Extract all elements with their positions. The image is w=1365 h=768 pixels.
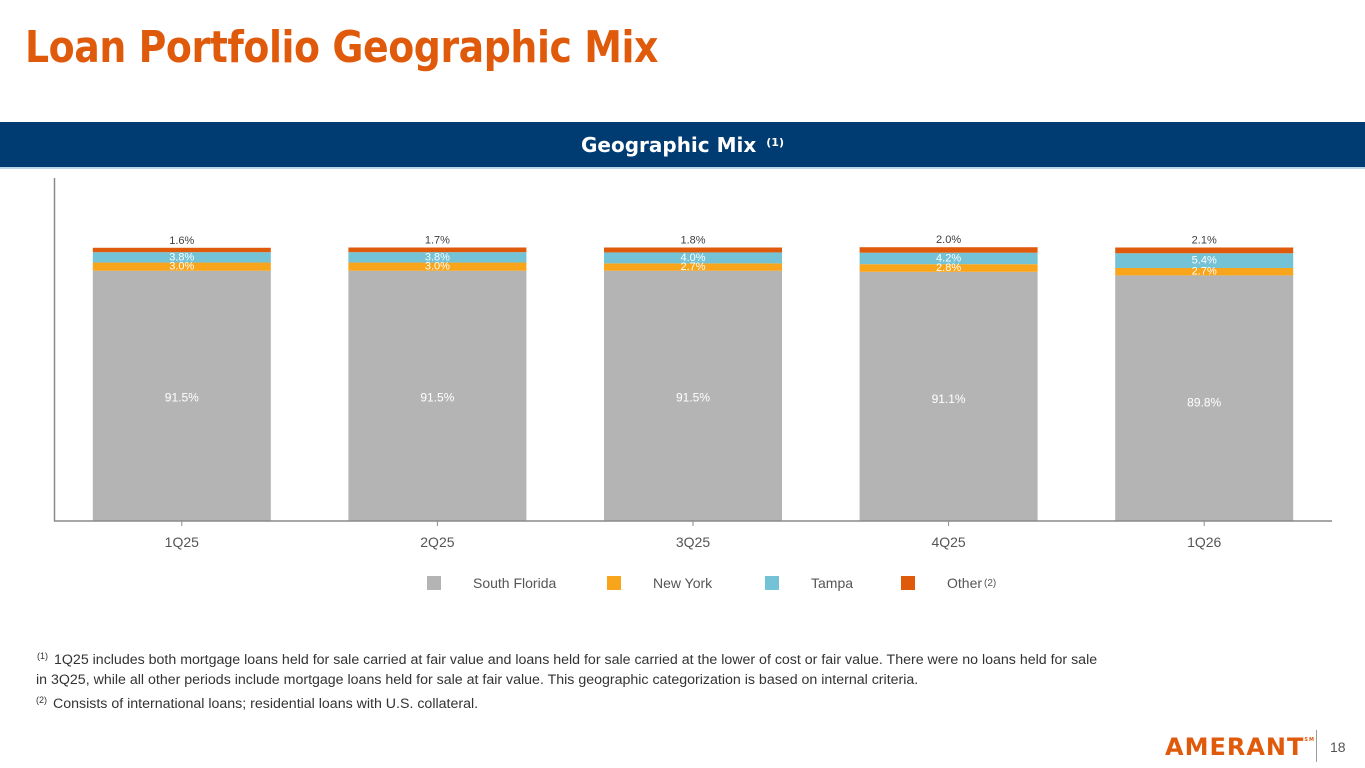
legend-swatch-south-florida [427, 576, 441, 590]
legend-label: South Florida [473, 575, 557, 591]
data-label-tampa-3Q25: 4.0% [680, 252, 705, 264]
bar-segment-other-4Q25 [859, 247, 1038, 253]
bar-segment-new_york-4Q25 [859, 264, 1038, 272]
page-title: Loan Portfolio Geographic Mix [25, 22, 658, 73]
logo-wordmark: AMERANT [1165, 733, 1305, 761]
footnote-2-text: Consists of international loans; residen… [53, 696, 479, 712]
chart-legend: South Florida New York Tampa Other (2) [0, 575, 1365, 595]
banner-label: Geographic Mix [580, 133, 757, 157]
bar-segment-tampa-4Q25 [859, 252, 1038, 265]
bar-segment-new_york-2Q25 [348, 262, 527, 271]
data-label-new_york-1Q25: 3.0% [169, 261, 194, 273]
footnotes: (1) 1Q25 includes both mortgage loans hel… [36, 646, 1297, 714]
legend-swatch-new-york [607, 576, 621, 590]
ticks-layer: 1Q25 2Q25 3Q25 4Q25 1Q26 [165, 521, 1222, 550]
data-label-tampa-4Q25: 4.2% [936, 252, 961, 264]
bar-segment-other-1Q26 [1115, 247, 1294, 254]
legend-swatch-tampa [765, 576, 779, 590]
bars-layer [92, 247, 1294, 521]
bar-segment-other-3Q25 [604, 247, 782, 253]
data-label-tampa-1Q26: 5.4% [1192, 255, 1217, 267]
data-label-new_york-1Q26: 2.7% [1192, 266, 1217, 278]
data-label-new_york-4Q25: 2.8% [936, 262, 961, 274]
legend-item-new-york: New York [607, 575, 712, 591]
data-label-other-1Q26: 2.1% [1192, 235, 1217, 247]
labels-layer: 91.5%3.0%3.8%1.6%91.5%3.0%3.8%1.7%91.5%2… [165, 234, 1222, 409]
data-label-new_york-3Q25: 2.7% [680, 261, 705, 273]
bar-segment-tampa-2Q25 [348, 252, 527, 263]
bar-segment-tampa-3Q25 [604, 252, 782, 264]
bar-segment-tampa-1Q25 [92, 252, 271, 263]
bar-segment-south_florida-3Q25 [604, 270, 782, 521]
x-tick-label-1Q26: 1Q26 [1187, 534, 1221, 550]
x-tick-label-1Q25: 1Q25 [165, 534, 199, 550]
data-label-south_florida-2Q25: 91.5% [420, 391, 454, 405]
bar-segment-new_york-1Q26 [1115, 268, 1294, 276]
bar-segment-new_york-3Q25 [604, 263, 782, 271]
footnote-2-ref: (2) [36, 695, 47, 705]
amerant-logo: AMERANTSM [1165, 733, 1315, 761]
page-number: 18 [1330, 739, 1346, 755]
footnote-1-text: 1Q25 includes both mortgage loans held f… [54, 652, 1098, 668]
bar-segment-other-2Q25 [348, 247, 527, 253]
legend-label: New York [653, 575, 713, 591]
data-label-south_florida-3Q25: 91.5% [676, 391, 710, 405]
x-tick-label-3Q25: 3Q25 [676, 534, 710, 550]
footnote-2-line: (2) Consists of international loans; resi… [36, 690, 1297, 714]
section-banner: Geographic Mix (1) [0, 122, 1365, 169]
data-label-other-4Q25: 2.0% [936, 234, 961, 246]
logo-service-mark: SM [1304, 737, 1315, 743]
legend-item-south-florida: South Florida [427, 575, 556, 591]
bar-segment-south_florida-1Q26 [1115, 275, 1294, 521]
data-label-other-1Q25: 1.6% [169, 235, 194, 247]
bar-segment-tampa-1Q26 [1115, 253, 1294, 269]
footnote-1-ref: (1) [37, 651, 48, 661]
data-label-other-2Q25: 1.7% [425, 235, 450, 247]
data-label-other-3Q25: 1.8% [680, 235, 705, 247]
data-label-south_florida-1Q25: 91.5% [165, 391, 199, 405]
footnote-1-line-1: (1) 1Q25 includes both mortgage loans hel… [37, 646, 1297, 670]
banner-footnote-ref: (1) [766, 136, 784, 149]
footnote-1-line-2: in 3Q25, while all other periods include… [36, 670, 1297, 690]
legend-item-other: Other (2) [901, 575, 996, 591]
legend-label: Tampa [811, 575, 854, 591]
data-label-new_york-2Q25: 3.0% [425, 261, 450, 273]
data-label-tampa-2Q25: 3.8% [425, 251, 450, 263]
banner-title: Geographic Mix (1) [0, 133, 1365, 157]
x-tick-label-4Q25: 4Q25 [931, 534, 965, 550]
legend-item-tampa: Tampa [765, 575, 853, 591]
data-label-tampa-1Q25: 3.8% [169, 251, 194, 263]
legend-label: Other [947, 575, 983, 591]
footnote-1-text-continued: in 3Q25, while all other periods include… [36, 672, 919, 688]
legend-footnote-ref: (2) [984, 577, 997, 589]
data-label-south_florida-4Q25: 91.1% [932, 392, 966, 406]
bar-segment-south_florida-1Q25 [92, 270, 271, 521]
stacked-bar-chart: 91.5%3.0%3.8%1.6%91.5%3.0%3.8%1.7%91.5%2… [53, 178, 1332, 550]
bar-segment-south_florida-2Q25 [348, 270, 527, 521]
bar-segment-new_york-1Q25 [92, 262, 271, 271]
x-tick-label-2Q25: 2Q25 [420, 534, 454, 550]
footer-divider [1316, 730, 1317, 762]
data-label-south_florida-1Q26: 89.8% [1187, 395, 1221, 409]
legend-swatch-other [901, 576, 915, 590]
bar-segment-other-1Q25 [92, 247, 271, 253]
bar-segment-south_florida-4Q25 [859, 271, 1038, 521]
